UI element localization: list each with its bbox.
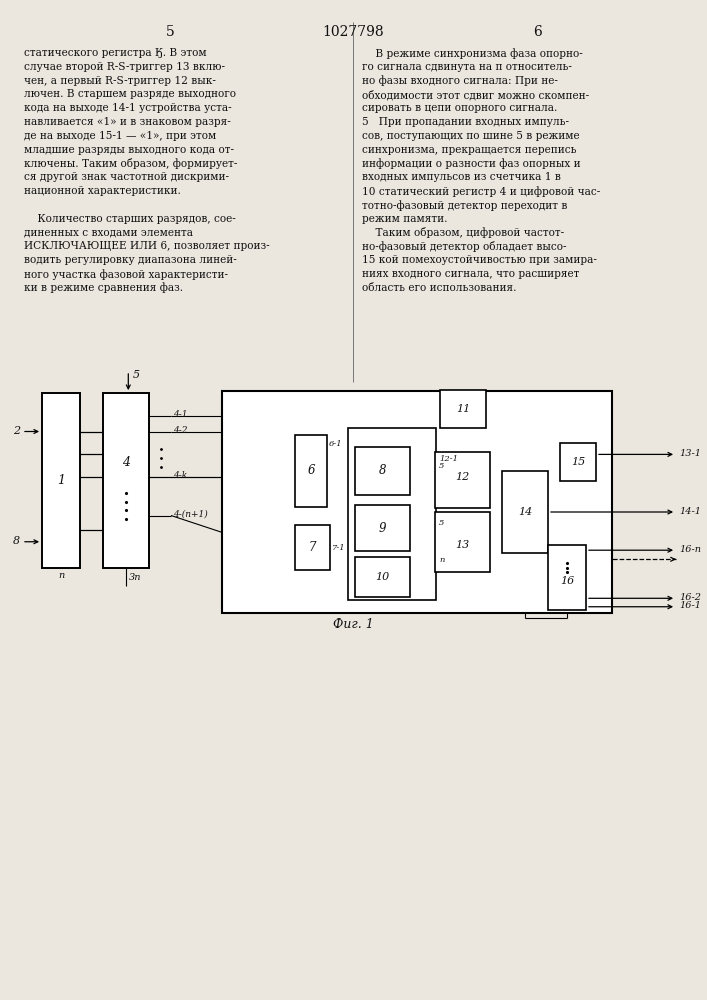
Bar	[295, 435, 327, 507]
Text: 5: 5	[132, 370, 139, 380]
Text: 15: 15	[571, 457, 585, 467]
Bar	[502, 471, 548, 553]
Text: входных импульсов из счетчика 1 в: входных импульсов из счетчика 1 в	[362, 172, 561, 182]
Text: 4-(n+1): 4-(n+1)	[173, 510, 208, 519]
Text: лючен. В старшем разряде выходного: лючен. В старшем разряде выходного	[24, 89, 236, 99]
Text: n: n	[439, 556, 445, 564]
Text: 9: 9	[379, 522, 386, 534]
Text: тотно-фазовый детектор переходит в: тотно-фазовый детектор переходит в	[362, 200, 568, 211]
Text: 8: 8	[379, 464, 386, 478]
Text: 2: 2	[13, 426, 20, 436]
Bar	[103, 393, 149, 568]
Text: 14-1: 14-1	[679, 506, 701, 516]
Bar	[548, 545, 586, 610]
Text: 6: 6	[308, 464, 315, 478]
Text: 12: 12	[455, 472, 469, 482]
Text: ки в режиме сравнения фаз.: ки в режиме сравнения фаз.	[24, 283, 183, 293]
Text: 16-n: 16-n	[679, 545, 701, 554]
Text: 1: 1	[57, 474, 65, 487]
Text: сов, поступающих по шине 5 в режиме: сов, поступающих по шине 5 в режиме	[362, 131, 580, 141]
Text: обходимости этот сдвиг можно скомпен-: обходимости этот сдвиг можно скомпен-	[362, 89, 589, 100]
Text: Таким образом, цифровой частот-: Таким образом, цифровой частот-	[362, 227, 564, 238]
Text: режим памяти.: режим памяти.	[362, 214, 448, 224]
Text: Фиг. 1: Фиг. 1	[332, 618, 373, 632]
Text: национной характеристики.: национной характеристики.	[24, 186, 181, 196]
Text: 3n: 3n	[129, 574, 141, 582]
Text: диненных с входами элемента: диненных с входами элемента	[24, 227, 193, 237]
Text: 6-1: 6-1	[329, 440, 343, 448]
Text: 12-1: 12-1	[439, 455, 458, 463]
Bar	[560, 443, 596, 481]
Text: статического регистра Ӄ. В этом: статического регистра Ӄ. В этом	[24, 48, 206, 58]
Text: ся другой знак частотной дискрими-: ся другой знак частотной дискрими-	[24, 172, 229, 182]
Bar	[440, 390, 486, 428]
Bar	[355, 557, 410, 597]
Text: 16-1: 16-1	[679, 601, 701, 610]
Text: чен, а первый R-S-триггер 12 вык-: чен, а первый R-S-триггер 12 вык-	[24, 76, 216, 86]
Bar	[295, 525, 330, 570]
Text: 10 статический регистр 4 и цифровой час-: 10 статический регистр 4 и цифровой час-	[362, 186, 600, 197]
Text: ниях входного сигнала, что расширяет: ниях входного сигнала, что расширяет	[362, 269, 579, 279]
Bar	[222, 391, 612, 613]
Text: 13: 13	[455, 540, 469, 550]
Text: навливается «1» и в знаковом разря-: навливается «1» и в знаковом разря-	[24, 117, 230, 127]
Text: Количество старших разрядов, сое-: Количество старших разрядов, сое-	[24, 214, 235, 224]
Text: 1027798: 1027798	[322, 25, 384, 39]
Text: 5: 5	[439, 519, 445, 527]
Text: 11: 11	[456, 404, 470, 414]
Text: случае второй R-S-триггер 13 вклю-: случае второй R-S-триггер 13 вклю-	[24, 62, 225, 72]
Text: водить регулировку диапазона линей-: водить регулировку диапазона линей-	[24, 255, 237, 265]
Bar	[42, 393, 80, 568]
Text: 6: 6	[532, 25, 542, 39]
Text: ИСКЛЮЧАЮЩЕЕ ИЛИ 6, позволяет произ-: ИСКЛЮЧАЮЩЕЕ ИЛИ 6, позволяет произ-	[24, 241, 269, 251]
Text: 8: 8	[13, 536, 20, 546]
Text: область его использования.: область его использования.	[362, 283, 517, 293]
Text: 13-1: 13-1	[679, 449, 701, 458]
Text: 4-2: 4-2	[173, 426, 187, 435]
Text: n: n	[58, 572, 64, 580]
Text: 15 кой помехоустойчивостью при замира-: 15 кой помехоустойчивостью при замира-	[362, 255, 597, 265]
Text: 10: 10	[375, 572, 390, 582]
Text: В режиме синхронизма фаза опорно-: В режиме синхронизма фаза опорно-	[362, 48, 583, 59]
Text: ключены. Таким образом, формирует-: ключены. Таким образом, формирует-	[24, 158, 238, 169]
Text: 16: 16	[560, 576, 574, 586]
Text: 4-k: 4-k	[173, 472, 187, 481]
Text: но-фазовый детектор обладает высо-: но-фазовый детектор обладает высо-	[362, 241, 566, 252]
Text: 5   При пропадании входных импуль-: 5 При пропадании входных импуль-	[362, 117, 569, 127]
Text: но фазы входного сигнала: При не-: но фазы входного сигнала: При не-	[362, 76, 558, 86]
Text: 7-1: 7-1	[332, 544, 346, 552]
Text: сировать в цепи опорного сигнала.: сировать в цепи опорного сигнала.	[362, 103, 557, 113]
Bar	[435, 452, 490, 508]
Text: 5: 5	[439, 462, 445, 470]
Text: 4: 4	[122, 456, 130, 470]
Text: ного участка фазовой характеристи-: ного участка фазовой характеристи-	[24, 269, 228, 280]
Text: синхронизма, прекращается перепись: синхронизма, прекращается перепись	[362, 145, 576, 155]
Bar	[355, 505, 410, 551]
Text: го сигнала сдвинута на π относитель-: го сигнала сдвинута на π относитель-	[362, 62, 572, 72]
Bar	[435, 512, 490, 572]
Text: информации о разности фаз опорных и: информации о разности фаз опорных и	[362, 158, 580, 169]
Text: 5: 5	[165, 25, 175, 39]
Text: 16-2: 16-2	[679, 593, 701, 602]
Text: младшие разряды выходного кода от-: младшие разряды выходного кода от-	[24, 145, 234, 155]
Text: 14: 14	[518, 507, 532, 517]
Text: 7: 7	[309, 541, 316, 554]
Bar	[348, 428, 436, 600]
Text: де на выходе 15-1 — «1», при этом: де на выходе 15-1 — «1», при этом	[24, 131, 216, 141]
Text: 4-1: 4-1	[173, 410, 187, 419]
Text: кода на выходе 14-1 устройства уста-: кода на выходе 14-1 устройства уста-	[24, 103, 232, 113]
Bar	[355, 447, 410, 495]
